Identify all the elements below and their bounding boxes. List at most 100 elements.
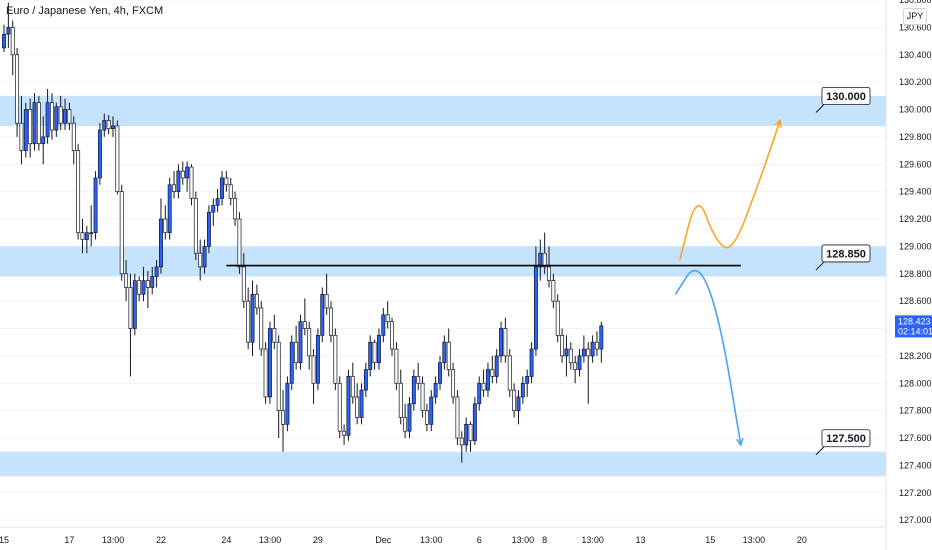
candle-body (407, 403, 412, 432)
candle-body (128, 287, 133, 329)
candle-body (494, 355, 499, 377)
candle-body (307, 328, 312, 357)
price-tick-label: 130.600 (899, 22, 932, 32)
candle-body (385, 314, 390, 323)
candle-body (403, 417, 408, 432)
candle-body (398, 382, 403, 418)
current-price-value: 128.423 (898, 316, 931, 326)
candle-body (167, 184, 172, 234)
candle-body (355, 396, 360, 418)
time-tick-label: 13 (636, 535, 646, 545)
candle-body (547, 266, 551, 281)
candle-body (263, 348, 268, 398)
candle-body (180, 170, 185, 179)
candle-body (268, 328, 272, 398)
candle-body (50, 102, 54, 131)
currency-badge[interactable]: JPY (903, 8, 927, 25)
candle-body (516, 396, 521, 411)
time-tick-label: 15 (705, 535, 715, 545)
projection-bullish-arrowhead (774, 118, 782, 128)
candle-body (424, 410, 429, 425)
time-tick-label: 13:00 (102, 535, 125, 545)
candle-body (80, 232, 85, 240)
candle-body (159, 218, 163, 268)
candle-body (154, 266, 159, 277)
candle-body (324, 293, 329, 309)
price-tick-label: 129.600 (899, 159, 932, 169)
candle-body (215, 198, 220, 206)
price-tick-label: 127.600 (899, 433, 932, 443)
candle-body (28, 109, 33, 145)
candle-body (250, 293, 255, 343)
time-tick-label: 22 (156, 535, 166, 545)
candle-body (337, 382, 342, 432)
level-label-text: 127.500 (826, 433, 866, 445)
candle-body (198, 252, 203, 268)
candle-body (320, 293, 325, 336)
candle-body (224, 177, 229, 186)
candle-body (93, 177, 98, 234)
price-tick-label: 130.400 (899, 50, 932, 60)
candle-body (150, 276, 155, 288)
price-tick-label: 129.200 (899, 214, 932, 224)
candle-body (455, 396, 460, 439)
candle-body (486, 369, 490, 391)
candle-body (416, 376, 421, 384)
candle-body (503, 328, 508, 357)
candle-body (573, 362, 578, 370)
candle-body (76, 150, 81, 234)
candle-body (446, 341, 451, 370)
candle-body (185, 166, 190, 179)
candle-body (433, 382, 438, 398)
candle-body (542, 252, 547, 268)
current-price-tag-box (895, 315, 932, 338)
candle-body (464, 423, 469, 446)
candle-body (115, 125, 120, 192)
price-tick-label: 127.200 (899, 488, 932, 498)
candle-body (525, 376, 530, 384)
candle-body (564, 348, 569, 357)
time-tick-label: Dec (375, 535, 392, 545)
candle-body (581, 348, 586, 357)
candle-body (329, 307, 333, 336)
candle-body (67, 109, 72, 124)
candle-body (220, 177, 224, 199)
candle-body (102, 120, 107, 131)
candle-body (202, 246, 207, 268)
candle-body (2, 33, 6, 49)
candle-body (106, 120, 111, 130)
price-tick-label: 127.000 (899, 515, 932, 525)
candle-body (599, 325, 604, 350)
time-tick-label: 6 (477, 535, 482, 545)
candle-body (54, 106, 59, 131)
candle-body (311, 355, 316, 384)
time-tick-label: 13:00 (420, 535, 443, 545)
candlestick-series (2, 2, 604, 463)
candle-body (206, 211, 211, 247)
candle-body (346, 376, 351, 436)
candle-body (237, 218, 242, 268)
candle-body (189, 166, 194, 199)
candle-body (302, 321, 307, 329)
candle-body (533, 266, 538, 350)
price-tick-label: 128.800 (899, 269, 932, 279)
time-tick-label: 13:00 (512, 535, 535, 545)
candle-body (363, 369, 368, 391)
candle-body (499, 328, 503, 357)
candle-body (193, 198, 198, 254)
time-tick-label: 8 (542, 535, 547, 545)
candle-body (568, 348, 573, 364)
level-label-pointer (815, 261, 825, 271)
price-tick-label: 130.200 (899, 77, 932, 87)
candle-body (512, 389, 517, 411)
price-tick-label: 129.000 (899, 241, 932, 251)
candle-body (420, 382, 425, 411)
zone-band (0, 246, 886, 277)
price-tick-label: 130.000 (899, 105, 932, 115)
time-tick-label: 20 (797, 535, 807, 545)
candle-body (538, 252, 543, 268)
candle-body (459, 437, 464, 446)
candle-body (411, 376, 416, 405)
